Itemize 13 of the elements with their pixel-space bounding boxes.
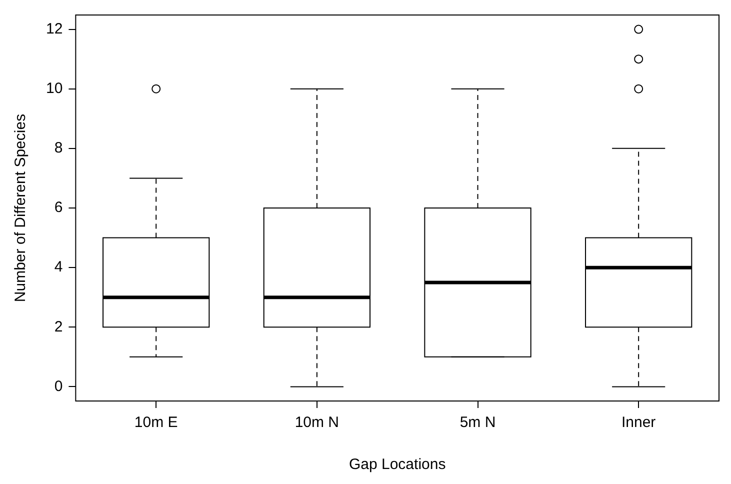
y-axis-title: Number of Different Species xyxy=(12,114,30,302)
y-tick-label: 0 xyxy=(54,378,63,395)
y-tick-label: 2 xyxy=(54,318,63,336)
x-tick-label: 10m N xyxy=(294,414,340,432)
y-tick-label: 6 xyxy=(54,199,63,216)
x-tick-label: 5m N xyxy=(460,414,496,432)
y-tick-label: 12 xyxy=(46,20,63,38)
y-tick-label: 8 xyxy=(54,140,63,157)
x-axis-title: Gap Locations xyxy=(348,456,446,474)
x-tick-label: 10m E xyxy=(134,414,178,432)
x-tick-label: Inner xyxy=(621,414,656,432)
y-tick-label: 10 xyxy=(46,80,63,98)
y-tick-label: 4 xyxy=(54,258,63,276)
